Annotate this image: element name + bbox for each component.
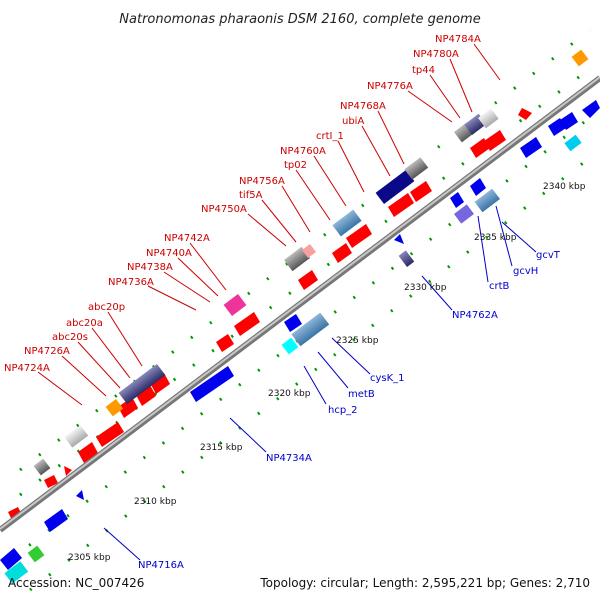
gene-arrow-rev [190, 366, 234, 402]
gene-box-steel [474, 188, 500, 213]
gene-box-gray [33, 458, 51, 476]
gene-label: tp02 [284, 160, 307, 171]
gene-label: NP4750A [201, 204, 247, 215]
gene-label: gcvH [513, 266, 538, 277]
gene-box-cyan [281, 337, 299, 355]
gene-label: NP4734A [266, 453, 312, 464]
summary-text: Topology: circular; Length: 2,595,221 bp… [259, 576, 590, 590]
gene-box-green [27, 545, 45, 563]
gene-box-light [478, 108, 499, 129]
gene-label: tif5A [239, 190, 263, 201]
scale-label: 2310 kbp [134, 497, 177, 507]
gene-arrow-fwd [298, 270, 318, 290]
gene-label: NP4726A [24, 346, 70, 357]
gene-arrow-fwd [332, 243, 352, 263]
gene-arrow-fwd [410, 181, 432, 202]
gene-label: NP4768A [340, 101, 386, 112]
gene-box-orange [105, 398, 124, 417]
top-gene-labels: NP4724A NP4726A abc20s abc20a abc20p NP4… [4, 34, 481, 374]
gene-box-magenta [223, 293, 247, 317]
gene-arrow-rev [560, 112, 578, 130]
gene-label: tp44 [412, 65, 435, 76]
gene-arrow-rev [0, 548, 22, 570]
gene-box-orange [571, 49, 589, 67]
gene-box-dark [118, 363, 166, 405]
bottom-label-leaders [103, 205, 537, 561]
gene-label: NP4724A [4, 363, 50, 374]
gene-label: NP4784A [435, 34, 481, 45]
bottom-gene-labels: NP4716A NP4734A hcp_2 metB cysK_1 NP4762… [138, 250, 561, 571]
gene-box-cyan [4, 561, 29, 584]
gene-label: metB [348, 389, 375, 400]
accession-text: Accession: NC_007426 [8, 576, 144, 590]
gene-label: NP4756A [239, 176, 285, 187]
gene-arrow-fwd [136, 385, 156, 406]
gene-arrow-rev [450, 192, 464, 208]
gene-arrow-rev [284, 314, 302, 332]
scale-label: 2340 kbp [543, 182, 586, 192]
scale-label: 2315 kbp [200, 443, 243, 453]
gene-label: NP4742A [164, 233, 210, 244]
scale-label: 2335 kbp [474, 233, 517, 243]
gene-arrow-fwd [118, 397, 138, 418]
gene-label: hcp_2 [328, 405, 358, 416]
top-gene-glyphs [8, 49, 589, 520]
gene-box-steel [332, 209, 362, 237]
gene-label: cysK_1 [370, 373, 405, 384]
gene-box-striped [398, 250, 415, 267]
gene-arrow-fwd [44, 475, 58, 488]
gene-arrow-fwd [470, 138, 490, 158]
gene-label: crtB [489, 281, 510, 292]
gene-box-gray [404, 157, 429, 180]
tick-row-outer-bottom [29, 148, 600, 592]
scale-labels: 2305 kbp 2310 kbp 2315 kbp 2320 kbp 2325… [68, 182, 586, 563]
gene-label: abc20p [88, 302, 125, 313]
gene-label: NP4760A [280, 146, 326, 157]
gene-box-purple [454, 204, 474, 224]
scale-label: 2325 kbp [336, 336, 379, 346]
gene-arrow-rev [520, 137, 542, 158]
gene-box-pink [301, 243, 317, 259]
gene-label: ubiA [342, 116, 364, 127]
gene-arrow-fwd [78, 442, 98, 463]
gene-arrow-rev [76, 490, 84, 500]
gene-arrow-fwd [96, 422, 124, 447]
scale-label: 2320 kbp [268, 389, 311, 399]
gene-box-light [64, 425, 89, 448]
gene-arrow-fwd [234, 312, 260, 336]
gene-arrow-fwd [388, 193, 414, 217]
gene-arrow-fwd [150, 373, 170, 394]
gene-arrow-rev [394, 234, 404, 244]
gene-label: NP4738A [127, 262, 173, 273]
gene-arrow-fwd [64, 466, 72, 476]
map-title: Natronomonas pharaonis DSM 2160, complet… [119, 12, 480, 27]
gene-label: NP4780A [413, 49, 459, 60]
gene-label: NP4716A [138, 560, 184, 571]
gene-label: abc20s [52, 332, 88, 343]
gene-arrow-fwd [518, 108, 532, 120]
gene-arrow-fwd [346, 224, 372, 248]
gene-arrow-rev [470, 178, 486, 196]
gene-label: NP4762A [452, 310, 498, 321]
gene-box-gray [284, 246, 310, 272]
gene-arrow-rev [44, 509, 68, 532]
gene-label: NP4776A [367, 81, 413, 92]
scale-label: 2305 kbp [68, 553, 111, 563]
gene-arrow-fwd [484, 130, 506, 151]
bottom-gene-glyphs [0, 100, 600, 584]
gene-label: NP4740A [146, 248, 192, 259]
top-label-leaders [37, 43, 501, 406]
gene-label: crtI_1 [316, 131, 344, 142]
gene-label: NP4736A [108, 277, 154, 288]
gene-label: abc20a [66, 318, 103, 329]
backbone [0, 75, 600, 533]
gene-box-cyan [564, 134, 582, 152]
gene-arrow-fwd [216, 334, 234, 352]
gene-box-navy [375, 169, 415, 205]
gene-label: gcvT [536, 250, 561, 261]
gene-arrow-rev [582, 100, 600, 118]
gene-box-steel [291, 312, 330, 347]
scale-label: 2330 kbp [404, 283, 447, 293]
